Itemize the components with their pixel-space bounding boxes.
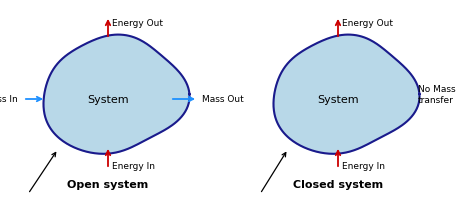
Polygon shape <box>273 35 419 154</box>
Polygon shape <box>44 35 190 154</box>
Text: Mass In: Mass In <box>0 95 18 104</box>
Text: System
Boundary: System Boundary <box>233 199 273 200</box>
Text: System: System <box>317 95 359 104</box>
Text: System: System <box>87 95 129 104</box>
Text: Closed system: Closed system <box>293 179 383 189</box>
Text: Mass Out: Mass Out <box>202 95 244 104</box>
Text: Energy Out: Energy Out <box>112 18 163 27</box>
Text: Energy Out: Energy Out <box>342 18 393 27</box>
Text: Energy In: Energy In <box>112 162 155 171</box>
Text: System
Boundary: System Boundary <box>0 199 40 200</box>
Text: Open system: Open system <box>67 179 149 189</box>
Text: No Mass
transfer: No Mass transfer <box>418 85 456 104</box>
Text: Energy In: Energy In <box>342 162 385 171</box>
